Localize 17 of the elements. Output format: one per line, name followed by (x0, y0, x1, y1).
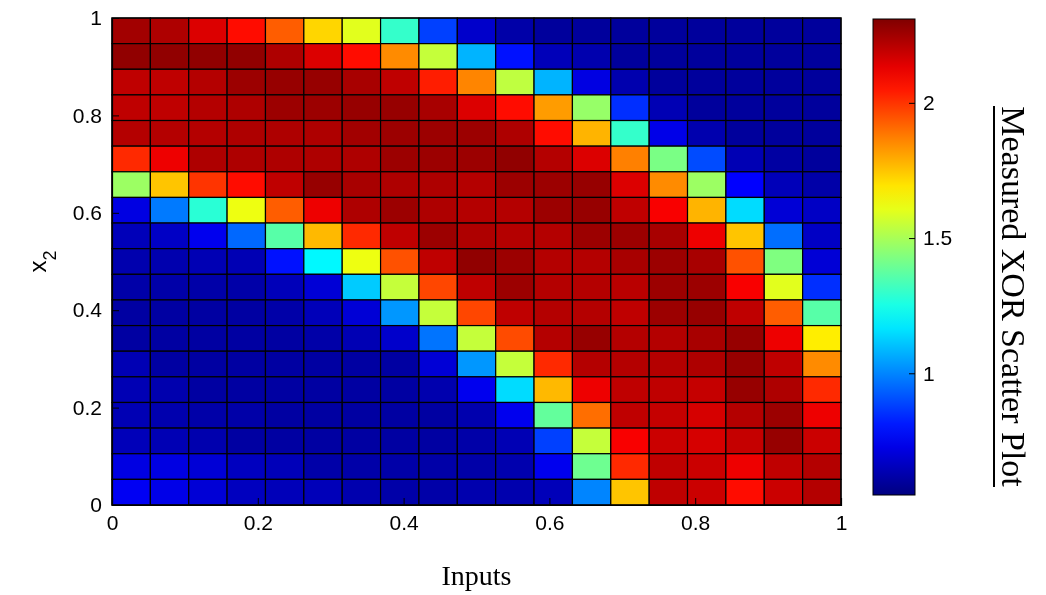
x-tick-label: 0.6 (535, 510, 565, 534)
x-tick-label: 1 (835, 510, 848, 534)
y-tick-label: 0.8 (72, 103, 102, 127)
x-tick-label: 0.8 (681, 510, 711, 534)
x-tick-label: 0 (106, 510, 119, 534)
y-tick-label: 0.6 (72, 201, 102, 225)
y-tick-label: 0.4 (72, 298, 103, 322)
x-tick-label: 0.4 (389, 510, 420, 534)
color-bar-label: 1 (923, 361, 935, 385)
color-bar-label: 1.5 (923, 226, 953, 250)
x-axis-title: Inputs (441, 560, 512, 591)
x-tick-label: 0.2 (243, 510, 273, 534)
y-tick-label: 0.2 (72, 395, 102, 419)
color-bar-label: 2 (923, 91, 935, 115)
y-tick-label: 0 (90, 493, 102, 517)
text: Measured XOR Scatter Plot (995, 106, 1032, 488)
y-tick-label: 1 (90, 6, 102, 30)
